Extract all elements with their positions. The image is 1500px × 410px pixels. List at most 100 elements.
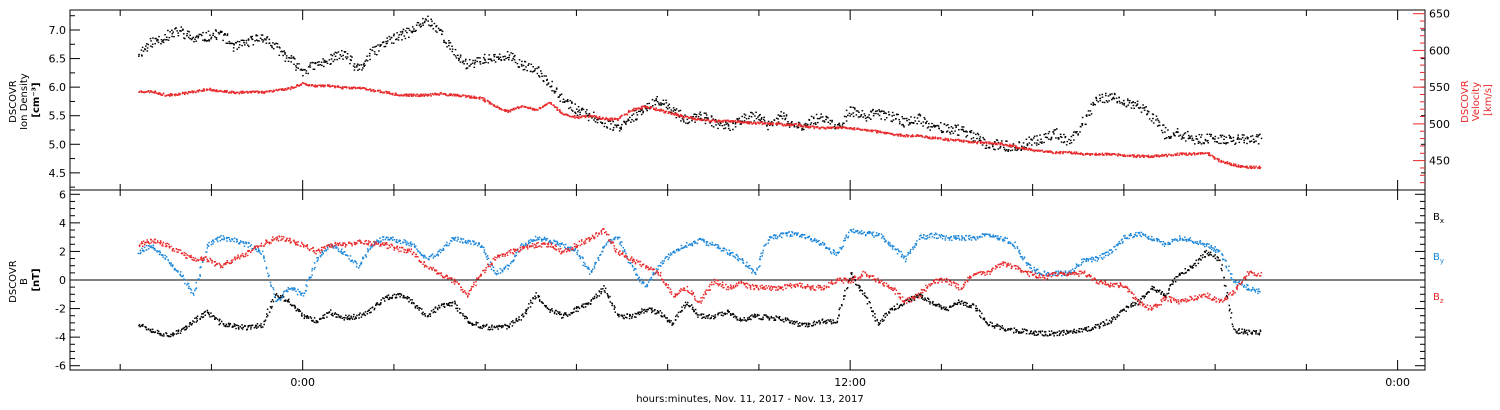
data-point xyxy=(1059,133,1062,135)
data-point xyxy=(468,59,471,61)
data-point xyxy=(686,122,689,125)
data-point xyxy=(819,321,822,324)
data-point xyxy=(580,109,583,111)
data-point xyxy=(318,84,321,87)
data-point xyxy=(299,291,301,293)
data-point xyxy=(545,306,547,308)
data-point xyxy=(965,130,967,132)
data-point xyxy=(988,324,990,326)
data-point xyxy=(707,119,710,121)
data-point xyxy=(162,41,165,44)
data-point xyxy=(681,306,683,308)
data-point xyxy=(732,313,735,316)
data-point xyxy=(971,141,973,144)
data-point xyxy=(658,109,661,111)
data-point xyxy=(1058,334,1061,337)
data-point xyxy=(1238,138,1241,140)
data-point xyxy=(890,133,893,135)
data-point xyxy=(532,66,534,68)
data-point xyxy=(1125,306,1128,308)
data-point xyxy=(1050,137,1053,140)
data-point xyxy=(551,90,553,92)
data-point xyxy=(158,92,160,94)
data-point xyxy=(1246,142,1248,145)
data-point xyxy=(154,247,156,250)
data-point xyxy=(1103,101,1106,104)
data-point xyxy=(602,288,604,290)
data-point xyxy=(999,143,1002,146)
data-point xyxy=(140,49,143,51)
data-point xyxy=(377,44,379,46)
data-point xyxy=(1086,330,1089,332)
data-point xyxy=(541,75,543,77)
data-point xyxy=(218,33,221,35)
data-point xyxy=(522,313,524,315)
data-point xyxy=(1025,332,1028,335)
data-point xyxy=(182,91,184,94)
data-point xyxy=(558,312,560,315)
data-point xyxy=(191,37,194,39)
data-point xyxy=(491,324,493,327)
bottom-x-axis-ticks xyxy=(119,190,1399,370)
data-point xyxy=(793,123,796,125)
data-point xyxy=(457,94,459,97)
data-point xyxy=(364,314,366,317)
top-right-ylabel: DSCOVR Velocity [km/s] xyxy=(1460,77,1494,123)
data-point xyxy=(1066,330,1069,333)
data-point xyxy=(693,113,695,115)
data-point xyxy=(369,248,371,251)
data-point xyxy=(1194,153,1196,155)
data-point xyxy=(604,291,606,294)
data-point xyxy=(512,320,514,322)
data-point xyxy=(502,56,504,58)
data-point xyxy=(474,59,477,61)
data-point xyxy=(1028,147,1031,150)
data-point xyxy=(945,138,948,141)
data-point xyxy=(1170,135,1172,138)
data-point xyxy=(646,109,648,112)
data-point xyxy=(242,39,244,41)
data-point xyxy=(1160,129,1163,132)
data-point xyxy=(470,63,472,65)
data-point xyxy=(323,313,326,316)
data-point xyxy=(658,312,660,314)
data-point xyxy=(913,299,916,301)
bottom-left-tick-label: -4 xyxy=(55,331,66,344)
data-point xyxy=(1161,291,1163,293)
data-point xyxy=(563,101,566,103)
data-point xyxy=(483,58,486,60)
data-point xyxy=(299,69,302,71)
data-point xyxy=(1157,154,1160,157)
data-point xyxy=(935,125,937,127)
data-point xyxy=(949,305,951,307)
data-point xyxy=(1191,265,1193,268)
data-point xyxy=(184,92,186,94)
data-point xyxy=(494,53,496,56)
data-point xyxy=(141,55,143,57)
data-point xyxy=(801,322,804,325)
data-point xyxy=(1189,265,1192,268)
data-point xyxy=(773,317,775,319)
data-point xyxy=(758,122,760,125)
data-point xyxy=(656,101,659,103)
data-point xyxy=(708,120,711,123)
data-point xyxy=(241,92,243,95)
data-point xyxy=(157,250,160,253)
data-point xyxy=(1113,98,1116,100)
data-point xyxy=(1098,325,1100,327)
data-point xyxy=(594,117,596,119)
data-point xyxy=(1209,253,1211,255)
data-point xyxy=(621,114,623,117)
data-point xyxy=(701,119,704,121)
data-point xyxy=(427,315,429,317)
data-point xyxy=(967,306,970,308)
data-point xyxy=(695,312,698,314)
data-point xyxy=(1156,291,1158,293)
data-point xyxy=(405,93,407,96)
data-point xyxy=(459,95,462,98)
data-point xyxy=(1223,276,1225,279)
data-point xyxy=(774,319,777,321)
data-point xyxy=(875,112,877,115)
data-point xyxy=(1021,331,1024,334)
data-point xyxy=(1164,154,1166,156)
